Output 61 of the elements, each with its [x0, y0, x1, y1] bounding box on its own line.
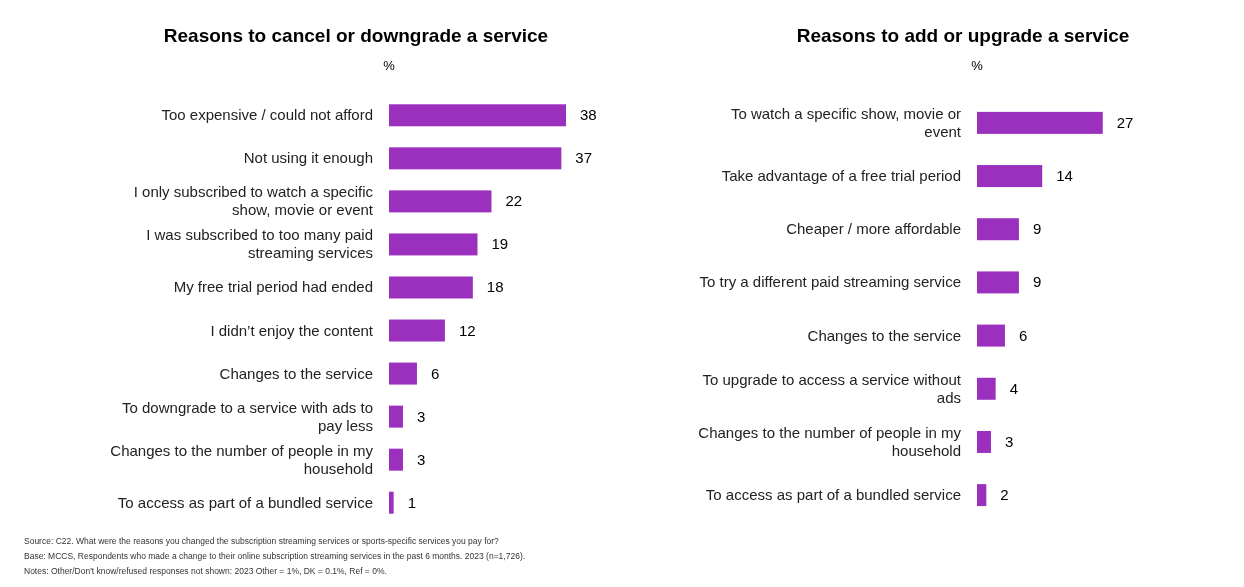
- y-tick-label: Take advantage of a free trial period: [721, 167, 961, 185]
- data-label: 6: [1018, 326, 1028, 344]
- data-label: 18: [486, 278, 504, 296]
- data-label: 22: [505, 192, 523, 210]
- bar: [389, 104, 566, 127]
- bar: [389, 233, 478, 256]
- data-label: 9: [1032, 273, 1042, 291]
- text: Notes: Other/Don't know/refused responses not shown: 2023 Other = 1%, DK = 0.1%, Ref = 0%.: [24, 566, 387, 576]
- bar: [389, 147, 562, 170]
- data-label: 37: [575, 149, 593, 167]
- data-label: 12: [458, 321, 476, 339]
- bar: [977, 111, 1103, 134]
- data-label: 9: [1032, 220, 1042, 238]
- bar: [977, 218, 1019, 241]
- y-tick-label: To watch a specific show, movie or event: [730, 104, 962, 140]
- y-tick-label: Changes to the service: [807, 326, 961, 344]
- source-note: Source: C22. What were the reasons you changed the subscription streaming services or sports-specific services you pay for?: [24, 536, 500, 546]
- bar: [389, 319, 445, 342]
- chart-title: Reasons to add or upgrade a service: [796, 25, 1130, 46]
- y-tick-label: Changes to the number of people in my household: [110, 441, 374, 477]
- y-tick-label: To access as part of a bundled service: [705, 486, 961, 504]
- bar: [389, 276, 473, 299]
- data-label: 3: [416, 407, 426, 425]
- y-tick-label: My free trial period had ended: [173, 278, 373, 296]
- y-tick-label: To downgrade to a service with ads to pay less: [122, 398, 373, 434]
- y-tick-label: I didn’t enjoy the content: [210, 321, 374, 339]
- bar: [977, 271, 1019, 294]
- bar: [389, 405, 403, 428]
- bar: [977, 377, 996, 400]
- y-tick-label: Changes to the number of people in my household: [698, 423, 962, 459]
- bar: [389, 362, 417, 385]
- data-label: 14: [1056, 167, 1073, 185]
- x-axis-title: %: [971, 58, 984, 73]
- y-tick-label: To try a different paid streaming service: [699, 273, 961, 291]
- bar: [389, 491, 394, 514]
- y-tick-label: Changes to the service: [219, 364, 373, 382]
- bar: [977, 430, 991, 453]
- y-tick-label: To upgrade to access a service without ads: [702, 370, 962, 406]
- chart-title: Reasons to cancel or downgrade a service: [163, 25, 549, 46]
- y-tick-label: Too expensive / could not afford: [161, 106, 373, 124]
- data-label: 19: [491, 235, 509, 253]
- text: Base: MCCS, Respondents who made a change to their online subscription streaming services in the past 6 months. 2023 (n=1,726).: [24, 551, 526, 561]
- data-label: 38: [580, 106, 597, 124]
- bar: [977, 165, 1043, 188]
- bar: [389, 448, 403, 471]
- y-tick-label: Not using it enough: [243, 149, 373, 167]
- data-label: 4: [1009, 379, 1018, 397]
- y-tick-label: Cheaper / more affordable: [786, 220, 961, 238]
- data-label: 2: [1000, 486, 1009, 504]
- bar: [389, 190, 492, 213]
- data-label: 27: [1116, 113, 1134, 131]
- x-axis-title: %: [383, 58, 396, 73]
- y-tick-label: I only subscribed to watch a specific show, movie or event: [133, 183, 374, 219]
- y-tick-label: To access as part of a bundled service: [117, 493, 373, 511]
- data-label: 3: [1004, 432, 1014, 450]
- bar: [977, 484, 987, 507]
- data-label: 6: [430, 364, 440, 382]
- data-label: 1: [407, 493, 416, 511]
- data-label: 3: [416, 450, 426, 468]
- bar: [977, 324, 1005, 347]
- y-tick-label: I was subscribed to too many paid streaming services: [146, 226, 373, 262]
